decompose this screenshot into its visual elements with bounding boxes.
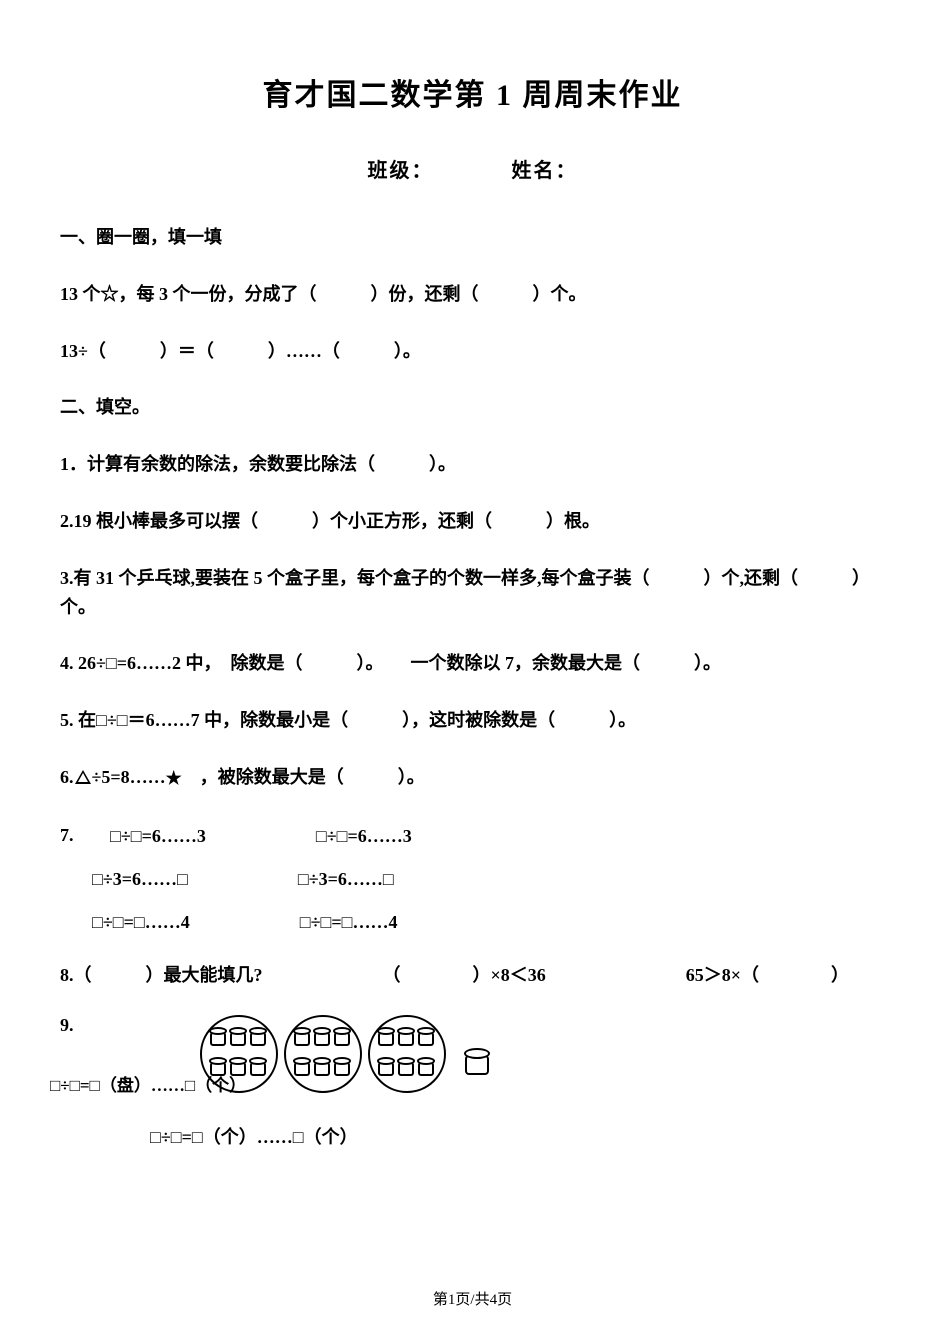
can-icon	[313, 1027, 331, 1049]
q8-b: （ ）×8＜36	[383, 961, 546, 987]
can-icon	[229, 1027, 247, 1049]
q8: 8.（ ）最大能填几? （ ）×8＜36 65＞8×（ ）	[60, 961, 885, 987]
star-icon: ★	[166, 764, 182, 793]
q7-row3: □÷□=□……4 □÷□=□……4	[60, 912, 885, 933]
q9-label: 9.	[60, 1015, 90, 1036]
can-icon	[333, 1027, 351, 1049]
q7-r1a: □÷□=6……3	[110, 826, 206, 847]
can-icon	[249, 1027, 267, 1049]
q2: 2.19 根小棒最多可以摆（ ）个小正方形，还剩（ ）根。	[60, 507, 885, 536]
can-icon	[397, 1027, 415, 1049]
can-icon	[377, 1027, 395, 1049]
q7-row1: □÷□=6……3 □÷□=6……3	[60, 826, 885, 847]
page-title: 育才国二数学第 1 周周末作业	[60, 70, 885, 114]
q7-row2: □÷3=6……□ □÷3=6……□	[60, 869, 885, 890]
section-2-heading: 二、填空。	[60, 393, 885, 422]
q7-r2a: □÷3=6……□	[92, 869, 188, 890]
can-icon	[209, 1027, 227, 1049]
q9-equation-2: □÷□=□（个）……□（个）	[150, 1123, 885, 1149]
class-name-line: 班级： 姓名：	[60, 154, 885, 183]
section-1-q2: 13÷（ ）＝（ ）……（ ）。	[60, 337, 885, 366]
q8-c: 65＞8×（ ）	[686, 961, 849, 987]
can-icon	[313, 1057, 331, 1079]
q6-prefix: 6.	[60, 767, 74, 787]
q6: 6. ÷5=8……★ ，被除数最大是（ ）。	[60, 763, 885, 793]
can-icon	[293, 1057, 311, 1079]
can-icon	[333, 1057, 351, 1079]
q1: 1．计算有余数的除法，余数要比除法（ ）。	[60, 450, 885, 479]
q7-r3a: □÷□=□……4	[92, 912, 190, 933]
q7-r1b: □÷□=6……3	[316, 826, 412, 847]
worksheet-page: 育才国二数学第 1 周周末作业 班级： 姓名： 一、圈一圈，填一填 13 个☆，…	[0, 0, 945, 1337]
section-1-heading: 一、圈一圈，填一填	[60, 223, 885, 252]
q9-figure	[200, 1015, 885, 1093]
can-icon	[417, 1057, 435, 1079]
loose-can-icon	[464, 1048, 490, 1078]
q6-mid: ÷5=8……	[92, 767, 166, 787]
plate-3	[368, 1015, 446, 1093]
plate-2	[284, 1015, 362, 1093]
can-icon	[417, 1027, 435, 1049]
q3: 3.有 31 个乒乓球,要装在 5 个盒子里，每个盒子的个数一样多,每个盒子装（…	[60, 564, 885, 622]
section-1-q1: 13 个☆，每 3 个一份，分成了（ ）份，还剩（ ）个。	[60, 280, 885, 309]
triangle-icon	[75, 770, 91, 784]
can-icon	[397, 1057, 415, 1079]
q7-r3b: □÷□=□……4	[300, 912, 398, 933]
q9: 9.	[60, 1015, 885, 1149]
q8-a: 8.（ ）最大能填几?	[60, 961, 263, 987]
q9-equation-1: □÷□=□（盘）……□（个）	[50, 1071, 246, 1096]
can-icon	[377, 1057, 395, 1079]
q6-post: ，被除数最大是（ ）。	[182, 767, 425, 787]
q4: 4. 26÷□=6……2 中， 除数是（ ）。 一个数除以 7，余数最大是（ ）…	[60, 649, 885, 678]
q7-r2b: □÷3=6……□	[298, 869, 394, 890]
q5: 5. 在□÷□＝6……7 中，除数最小是（ ），这时被除数是（ ）。	[60, 706, 885, 735]
can-icon	[249, 1057, 267, 1079]
page-footer: 第1页/共4页	[0, 1288, 945, 1309]
can-icon	[293, 1027, 311, 1049]
